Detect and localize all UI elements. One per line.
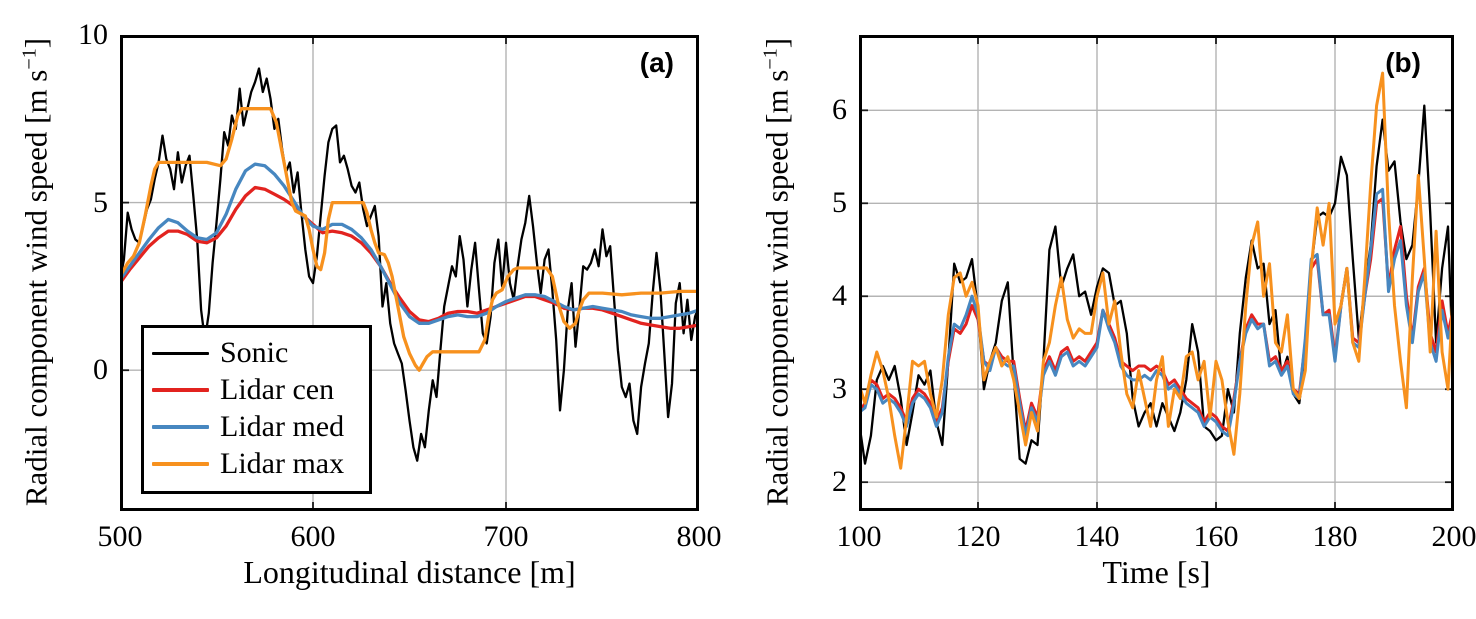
y-tick-label: 3 <box>832 372 847 406</box>
legend-item-lidar-cen: Lidar cen <box>152 374 363 406</box>
y-tick-label: 4 <box>832 279 847 313</box>
legend-label-lidar-cen: Lidar cen <box>220 373 335 406</box>
x-tick-label: 200 <box>1431 520 1476 553</box>
series-lidar-med <box>120 162 699 325</box>
legend-item-lidar-max: Lidar max <box>152 448 363 480</box>
series-lidar-max <box>859 71 1454 470</box>
panel-b-y-axis-title-close: ] <box>759 37 795 49</box>
legend-line-sonic <box>152 351 209 355</box>
panel-a-plot <box>120 35 699 511</box>
x-tick-label: 500 <box>97 520 143 553</box>
panel-b-label: (b) <box>1385 47 1421 78</box>
legend-label-lidar-max: Lidar max <box>220 447 345 480</box>
legend-label-sonic: Sonic <box>220 336 289 369</box>
panel-a-y-axis-title: Radial component wind speed [m s−1] <box>12 38 53 506</box>
plot-frame <box>120 35 699 511</box>
x-tick-label: 600 <box>290 520 336 553</box>
x-tick-label: 140 <box>1074 520 1120 553</box>
legend-label-lidar-med: Lidar med <box>220 410 345 443</box>
panel-b-plot <box>859 35 1454 511</box>
series-sonic <box>120 67 699 462</box>
legend-item-sonic: Sonic <box>152 337 363 369</box>
x-tick-label: 800 <box>676 520 722 553</box>
panel-b-y-axis-title-sup: −1 <box>759 48 782 70</box>
panel-a-x-axis-title: Longitudinal distance [m] <box>243 554 576 590</box>
x-tick-label: 180 <box>1312 520 1358 553</box>
x-tick-label: 160 <box>1193 520 1239 553</box>
legend-line-lidar-max <box>152 462 209 466</box>
legend: Sonic Lidar cen Lidar med Lidar max <box>141 325 372 494</box>
plot-frame <box>859 35 1454 511</box>
x-tick-label: 120 <box>955 520 1001 553</box>
y-tick-label: 0 <box>93 353 108 387</box>
series-lidar-cen <box>120 185 699 330</box>
panel-a-label: (a) <box>639 47 674 78</box>
y-tick-label: 5 <box>93 185 108 219</box>
x-tick-label: 700 <box>483 520 529 553</box>
y-tick-label: 2 <box>832 465 847 499</box>
series-lidar-cen <box>859 197 1454 433</box>
x-tick-label: 100 <box>836 520 882 553</box>
y-tick-label: 10 <box>78 18 108 51</box>
panel-b-x-axis-title: Time [s] <box>1102 554 1211 590</box>
y-tick-label: 5 <box>832 186 847 220</box>
series-group <box>859 71 1454 470</box>
y-tick-label: 6 <box>832 93 847 127</box>
series-lidar-max <box>120 107 699 372</box>
panel-a-y-axis-title-text: Radial component wind speed [m s <box>18 69 54 507</box>
series-group <box>120 67 699 462</box>
legend-line-lidar-cen <box>152 388 209 392</box>
legend-line-lidar-med <box>152 425 209 429</box>
legend-item-lidar-med: Lidar med <box>152 411 363 443</box>
